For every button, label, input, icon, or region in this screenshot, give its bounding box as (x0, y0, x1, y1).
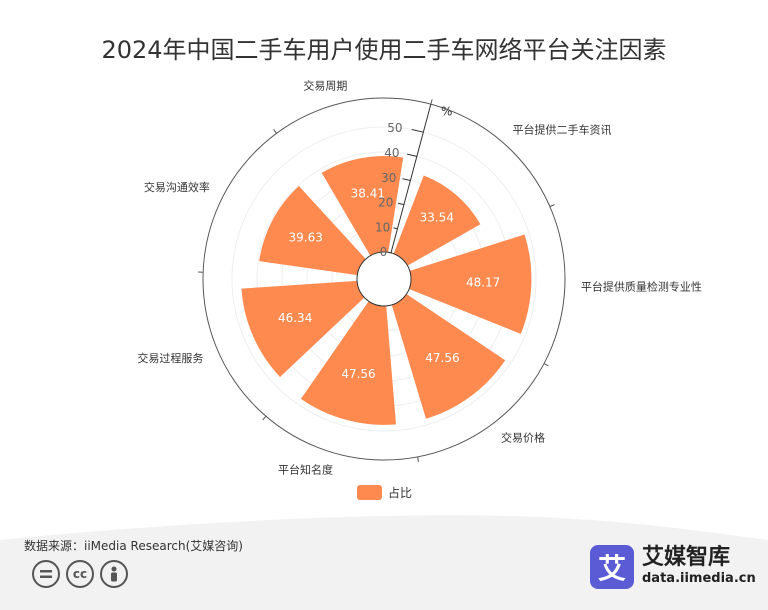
legend-swatch (357, 485, 382, 500)
outer-tick-4 (262, 415, 267, 421)
axis-unit: % (441, 105, 452, 119)
outer-tick-3 (417, 456, 420, 462)
category-label-1: 平台提供质量检测专业性 (581, 279, 702, 293)
value-label-3: 47.56 (341, 367, 375, 381)
outer-tick-1 (549, 204, 555, 208)
brand-logo-icon: 艾 (590, 545, 634, 589)
axis-tick-2 (397, 202, 405, 206)
axis-tick-1 (393, 227, 398, 230)
bar-6 (321, 155, 404, 256)
value-label-2: 47.56 (425, 351, 459, 365)
category-label-4: 交易过程服务 (137, 351, 203, 365)
value-label-6: 38.41 (351, 187, 385, 201)
category-label-6: 交易周期 (303, 78, 347, 92)
axis-tick-label-1: 10 (375, 220, 390, 234)
bar-4 (241, 280, 365, 377)
axis-tick-label-5: 50 (387, 121, 402, 135)
value-label-0: 33.54 (420, 211, 454, 225)
license-icons: cc (32, 560, 128, 588)
brand-name: 艾媒智库 (642, 545, 731, 570)
outer-ring (202, 97, 566, 461)
axis-line (390, 104, 432, 254)
axis-tick-label-4: 40 (384, 146, 399, 160)
bars (241, 155, 532, 425)
axis-tick-3 (402, 178, 411, 181)
legend[interactable]: 占比 (357, 484, 412, 501)
outer-tick-2 (543, 363, 549, 367)
value-label-4: 46.34 (278, 311, 312, 325)
outer-tick-6 (273, 129, 277, 134)
bar-3 (300, 301, 396, 425)
value-label-1: 48.17 (466, 276, 500, 290)
person-icon (100, 560, 128, 588)
category-label-0: 平台提供二手车资讯 (513, 123, 612, 137)
axis-tick-label-0: 0 (380, 245, 388, 259)
cc-icon: cc (66, 560, 94, 588)
inner-ring (356, 251, 412, 307)
equal-icon (32, 560, 60, 588)
axis-tick-5 (411, 129, 424, 133)
source-note: 数据来源：iiMedia Research(艾媒咨询) (24, 539, 243, 553)
bar-1 (409, 234, 532, 334)
axis-tick-label-3: 30 (381, 171, 396, 185)
bar-5 (259, 185, 366, 276)
category-label-3: 平台知名度 (278, 462, 333, 476)
labels: 33.54 平台提供二手车资讯 48.17 平台提供质量检测专业性 47.56 交易价格 4… (137, 78, 701, 476)
chart-title: 2024年中国二手车用户使用二手车网络平台关注因素 (101, 36, 667, 64)
category-label-2: 交易价格 (501, 431, 545, 445)
grid-circle-5 (231, 126, 537, 432)
radial-axis: 0 10 20 30 40 50% (375, 104, 452, 259)
footer-wave (0, 515, 768, 610)
outer-tick-0 (430, 99, 433, 105)
axis-tick-label-2: 20 (378, 196, 393, 210)
legend-label: 占比 (388, 486, 413, 500)
bar-2 (391, 294, 506, 419)
value-label-5: 39.63 (289, 231, 323, 245)
brand-url: data.iimedia.cn (642, 571, 756, 586)
brand: 艾 艾媒智库 data.iimedia.cn (590, 545, 756, 589)
bar-0 (393, 175, 481, 266)
axis-tick-4 (407, 153, 417, 157)
category-label-5: 交易沟通效率 (144, 180, 210, 194)
